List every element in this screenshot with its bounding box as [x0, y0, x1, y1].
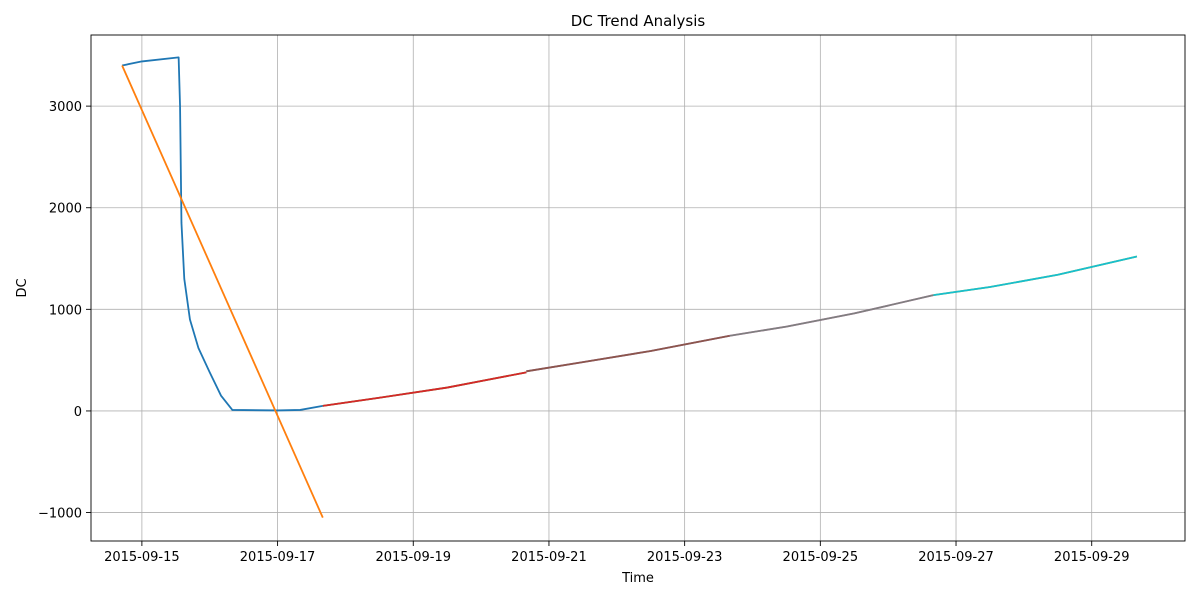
series-layer — [121, 56, 1138, 518]
grid-layer — [91, 35, 1185, 541]
chart-title: DC Trend Analysis — [571, 12, 706, 30]
x-tick-label: 2015-09-25 — [783, 550, 859, 565]
plot-frame — [90, 34, 1186, 542]
x-tick-label: 2015-09-21 — [511, 550, 587, 565]
series-line-2 — [121, 65, 324, 518]
series-line-6 — [526, 334, 731, 373]
y-tick-label: 3000 — [49, 100, 82, 115]
x-tick-label: 2015-09-19 — [375, 550, 451, 565]
y-tick-label: 0 — [74, 405, 82, 420]
y-tick-label: 2000 — [49, 202, 82, 217]
y-tick-label: −1000 — [38, 507, 82, 522]
y-tick-label: 1000 — [49, 303, 82, 318]
y-axis-label: DC — [15, 278, 30, 297]
series-line-1 — [121, 56, 323, 412]
x-tick-label: 2015-09-23 — [647, 550, 723, 565]
x-tick-label: 2015-09-15 — [104, 550, 180, 565]
x-tick-label: 2015-09-29 — [1054, 550, 1130, 565]
tick-layer: 2015-09-15 2015-09-17 2015-09-19 2015-09-21… — [38, 100, 1129, 565]
x-tick-label: 2015-09-27 — [918, 550, 994, 565]
x-axis-label: Time — [621, 571, 654, 586]
series-line-8 — [729, 294, 934, 337]
series-line-4 — [322, 371, 527, 407]
x-tick-label: 2015-09-17 — [240, 550, 316, 565]
series-line-10 — [933, 255, 1138, 297]
